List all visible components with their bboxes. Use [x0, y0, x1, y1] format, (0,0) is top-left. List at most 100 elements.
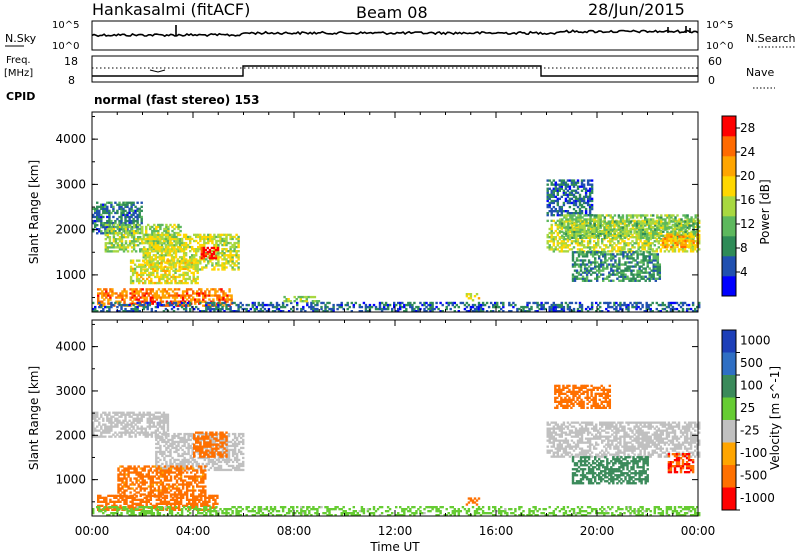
heatmap-cell: [206, 250, 210, 254]
heatmap-cell: [664, 214, 667, 217]
heatmap-cell: [220, 288, 223, 291]
heatmap-cell: [172, 266, 176, 269]
heatmap-cell: [128, 310, 131, 313]
heatmap-cell: [118, 431, 121, 434]
heatmap-cell: [223, 301, 226, 305]
heatmap-cell: [222, 292, 225, 295]
heatmap-cell: [599, 301, 602, 305]
heatmap-cell: [615, 229, 618, 233]
heatmap-cell: [134, 435, 137, 438]
heatmap-cell: [299, 298, 303, 301]
heatmap-cell: [182, 307, 186, 311]
heatmap-cell: [98, 213, 101, 217]
heatmap-cell: [403, 310, 406, 313]
heatmap-cell: [159, 298, 163, 301]
heatmap-cell: [342, 307, 345, 311]
heatmap-cell: [145, 298, 148, 301]
heatmap-cell: [601, 238, 604, 241]
heatmap-cell: [216, 296, 219, 299]
heatmap-cell: [581, 216, 584, 219]
heatmap-cell: [245, 310, 248, 313]
heatmap-cell: [163, 290, 167, 293]
heatmap-cell: [173, 296, 177, 299]
heatmap-cell: [98, 417, 101, 420]
heatmap-cell: [645, 238, 648, 241]
heatmap-cell: [104, 209, 107, 213]
heatmap-cell: [231, 258, 234, 261]
heatmap-cell: [620, 273, 623, 276]
heatmap-cell: [658, 236, 661, 240]
heatmap-cell: [189, 258, 192, 261]
heatmap-cell: [560, 242, 564, 245]
heatmap-cell: [217, 254, 220, 257]
heatmap-cell: [132, 213, 135, 217]
heatmap-cell: [550, 240, 553, 243]
heatmap-cell: [227, 233, 230, 237]
heatmap-cell: [607, 303, 610, 307]
heatmap-cell: [597, 219, 600, 223]
heatmap-cell: [196, 290, 199, 293]
heatmap-cell: [625, 234, 629, 237]
heatmap-cell: [106, 250, 110, 253]
heatmap-cell: [277, 310, 281, 313]
heatmap-cell: [112, 415, 115, 418]
heatmap-cell: [554, 303, 558, 307]
heatmap-cell: [174, 277, 177, 281]
heatmap-cell: [237, 250, 240, 253]
heatmap-cell: [634, 279, 637, 282]
heatmap-cell: [132, 307, 135, 311]
heatmap-cell: [623, 242, 626, 245]
heatmap-cell: [134, 229, 138, 233]
heatmap-cell: [662, 230, 665, 233]
nsky-tick-bottom: 10^0: [52, 41, 79, 52]
heatmap-cell: [550, 238, 553, 241]
heatmap-cell: [636, 261, 639, 264]
freq-glitch: [149, 69, 166, 73]
heatmap-cell: [186, 277, 189, 281]
heatmap-cell: [617, 236, 620, 239]
heatmap-cell: [116, 421, 119, 424]
heatmap-cell: [636, 279, 639, 282]
heatmap-cell: [558, 242, 562, 245]
heatmap-cell: [120, 246, 124, 249]
heatmap-cell: [138, 273, 141, 277]
heatmap-cell: [139, 236, 142, 239]
heatmap-cell: [611, 244, 614, 247]
heatmap-cell: [610, 269, 613, 272]
heatmap-cell: [136, 415, 139, 418]
heatmap-cell: [195, 239, 198, 243]
heatmap-cell: [155, 225, 158, 229]
heatmap-cell: [605, 307, 608, 311]
heatmap-cell: [568, 187, 572, 190]
heatmap-cell: [587, 236, 590, 240]
heatmap-cell: [110, 417, 113, 420]
heatmap-cell: [132, 419, 135, 422]
heatmap-cell: [188, 300, 191, 303]
heatmap-cell: [641, 222, 645, 225]
heatmap-cell: [165, 231, 168, 235]
heatmap-cell: [546, 233, 549, 237]
heatmap-cell: [146, 425, 149, 428]
heatmap-cell: [423, 301, 426, 305]
heatmap-cell: [116, 419, 119, 422]
heatmap-cell: [144, 264, 147, 267]
heatmap-cell: [665, 305, 669, 309]
heatmap-cell: [136, 226, 139, 229]
heatmap-cell: [237, 307, 240, 311]
heatmap-cell: [123, 300, 126, 303]
heatmap-cell: [160, 260, 164, 263]
heatmap-cell: [588, 203, 592, 207]
heatmap-cell: [175, 444, 178, 448]
heatmap-cell: [104, 246, 108, 249]
heatmap-cell: [176, 307, 180, 311]
heatmap-cell: [136, 231, 140, 235]
heatmap-cell: [164, 245, 168, 249]
heatmap-cell: [219, 241, 222, 245]
heatmap-cell: [217, 252, 220, 255]
heatmap-cell: [580, 197, 584, 201]
heatmap-cell: [160, 254, 164, 257]
heatmap-cell: [137, 298, 140, 301]
heatmap-cell: [662, 237, 665, 240]
heatmap-cell: [237, 258, 240, 261]
